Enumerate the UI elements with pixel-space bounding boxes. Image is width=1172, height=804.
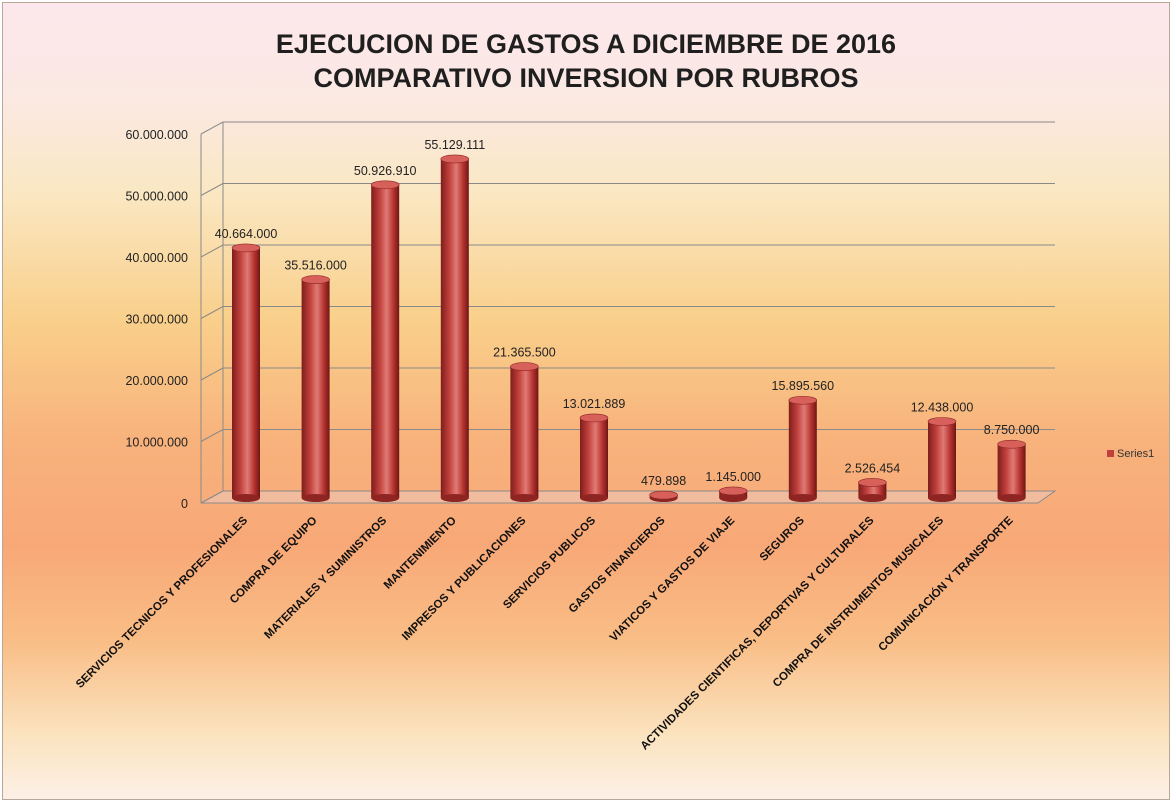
bar-base [510, 494, 539, 502]
y-tick-label: 50.000.000 [125, 190, 188, 204]
chart-title: EJECUCION DE GASTOS A DICIEMBRE DE 2016 [276, 29, 896, 59]
y-tick-label: 60.000.000 [125, 128, 188, 142]
bar-top [231, 243, 261, 253]
bar-base [371, 494, 400, 502]
legend-label: Series1 [1117, 448, 1154, 460]
y-tick-label: 0 [181, 497, 188, 511]
category-label: VIATICOS Y GASTOS DE VIAJE [608, 514, 738, 644]
bar-top [649, 490, 678, 500]
category-label: IMPRESOS Y PUBLICACIONES [400, 514, 529, 643]
data-label: 12.438.000 [911, 401, 974, 415]
bar-base [232, 494, 260, 502]
bar-top [788, 395, 818, 405]
bar-body [788, 400, 817, 498]
grid-line-side [200, 429, 224, 442]
grid-line-side [200, 306, 224, 319]
bar [370, 180, 400, 502]
bar-body [928, 421, 956, 498]
y-tick-label: 20.000.000 [125, 374, 188, 388]
category-label: COMUNICACIÓN Y TRANSPORTE [876, 514, 1016, 654]
bar-top [301, 275, 330, 284]
bar [579, 413, 609, 502]
chart-subtitle: COMPARATIVO INVERSION POR RUBROS [313, 63, 858, 93]
bar-top [858, 478, 887, 487]
bar-base [858, 494, 887, 502]
bar-top [440, 154, 470, 164]
floor-plane [200, 490, 1057, 504]
data-label: 1.145.000 [705, 470, 761, 484]
bar-top [997, 439, 1026, 449]
bar-body [371, 184, 400, 498]
y-tick-label: 30.000.000 [125, 313, 188, 327]
bar [788, 395, 818, 502]
bar-series [231, 154, 1026, 502]
category-label: SEGUROS [758, 514, 807, 563]
legend: Series1 [1107, 448, 1154, 460]
bar-body [301, 279, 330, 498]
data-label: 479.898 [641, 474, 686, 488]
grid-line-side [200, 367, 224, 381]
bar-body [580, 417, 608, 498]
bar-top [718, 486, 748, 496]
data-labels: 40.664.000 35.516.000 50.926.910 55.129.111… [215, 138, 1040, 488]
bar [231, 243, 261, 502]
bar-base [719, 494, 748, 502]
category-label: MATERIALES Y SUMINISTROS [262, 514, 389, 641]
bar-top [927, 417, 957, 426]
data-label: 35.516.000 [284, 259, 347, 273]
category-label: SERVICIOS TECNICOS Y PROFESIONALES [74, 514, 250, 690]
bar [718, 486, 748, 502]
data-label: 8.750.000 [984, 423, 1040, 437]
data-label: 13.021.889 [563, 397, 626, 411]
category-label: MANTENIMIENTO [382, 515, 459, 592]
bar [440, 154, 470, 502]
bar-body [858, 482, 887, 498]
bar-body [232, 247, 260, 498]
grid-line-side [200, 244, 224, 258]
category-label: ACTIVIDADES CIENTIFICAS, DEPORTIVAS Y CU… [639, 514, 877, 752]
bar [927, 417, 957, 502]
y-axis-ticks: 0 10.000.000 20.000.000 30.000.000 40.000.00… [125, 128, 188, 511]
bar-top [370, 180, 400, 190]
bar [301, 275, 330, 502]
bar-body [997, 444, 1026, 498]
bar-base [301, 494, 330, 502]
bar-base [997, 494, 1026, 502]
bar-base [580, 494, 608, 502]
category-labels: SERVICIOS TECNICOS Y PROFESIONALESCOMPRA… [74, 514, 1016, 753]
bar-base [788, 494, 817, 502]
y-tick-label: 10.000.000 [125, 436, 188, 450]
bar [510, 362, 539, 502]
bar-chart: EJECUCION DE GASTOS A DICIEMBRE DE 2016 … [74, 29, 1154, 753]
grid-line-side [200, 183, 224, 196]
bar-body [440, 158, 469, 498]
bar-top [579, 413, 609, 423]
grid-line-side [200, 121, 224, 135]
bar [649, 490, 678, 502]
data-label: 50.926.910 [354, 164, 417, 178]
bar-base [440, 494, 469, 502]
data-label: 40.664.000 [215, 227, 278, 241]
data-label: 55.129.111 [424, 138, 485, 152]
data-label: 2.526.454 [845, 461, 901, 475]
bar-body [510, 366, 539, 498]
legend-swatch [1107, 450, 1114, 457]
bar-top [510, 362, 539, 371]
data-label: 21.365.500 [493, 346, 556, 360]
bar [997, 439, 1026, 502]
bar [858, 478, 887, 502]
data-label: 15.895.560 [772, 379, 835, 393]
y-tick-label: 40.000.000 [125, 251, 188, 265]
grid-lines [200, 121, 1057, 504]
bar-base [928, 494, 956, 502]
